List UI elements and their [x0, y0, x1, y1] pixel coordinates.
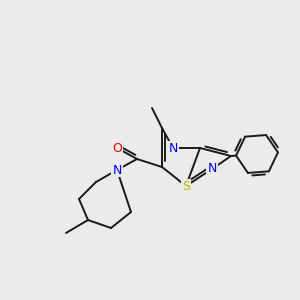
Text: N: N — [207, 163, 217, 176]
Text: N: N — [168, 142, 178, 154]
Text: O: O — [112, 142, 122, 154]
Text: S: S — [182, 179, 190, 193]
Text: N: N — [112, 164, 122, 176]
